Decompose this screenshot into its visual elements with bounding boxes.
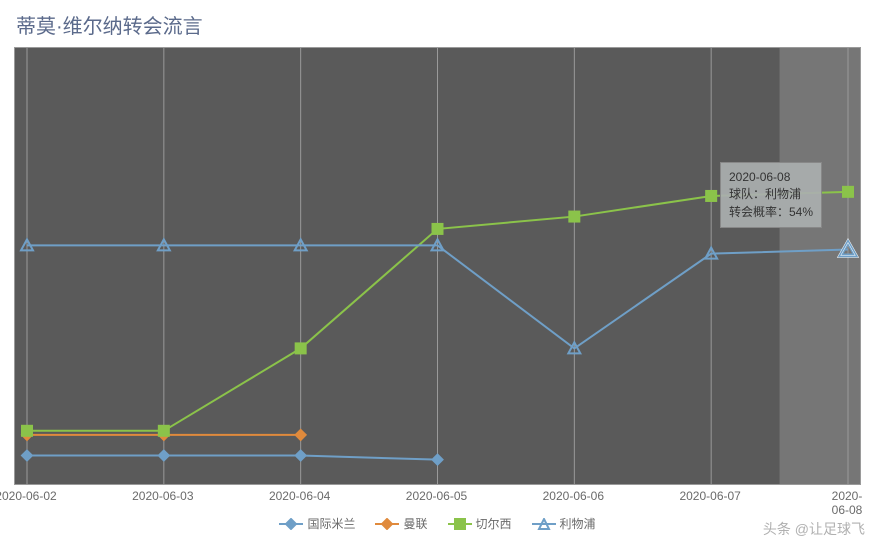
legend-item[interactable]: 利物浦 bbox=[532, 515, 596, 532]
x-axis-labels: 2020-06-022020-06-032020-06-042020-06-05… bbox=[14, 489, 861, 509]
watermark: 头条 @让足球飞 bbox=[763, 519, 865, 539]
chart-area: 2020-06-08球队：利物浦转会概率：54% bbox=[14, 47, 861, 485]
line-chart bbox=[15, 48, 860, 484]
x-axis-label: 2020-06-07 bbox=[679, 489, 740, 503]
legend-label: 利物浦 bbox=[560, 515, 596, 532]
legend[interactable]: 国际米兰 曼联 切尔西 利物浦 bbox=[0, 515, 875, 535]
chart-title: 蒂莫·维尔纳转会流言 bbox=[0, 0, 875, 47]
legend-item[interactable]: 曼联 bbox=[375, 515, 427, 532]
legend-item[interactable]: 切尔西 bbox=[448, 515, 512, 532]
legend-label: 切尔西 bbox=[476, 515, 512, 532]
x-axis-label: 2020-06-08 bbox=[832, 489, 863, 517]
legend-item[interactable]: 国际米兰 bbox=[279, 515, 355, 532]
x-axis-label: 2020-06-05 bbox=[406, 489, 467, 503]
x-axis-label: 2020-06-03 bbox=[132, 489, 193, 503]
x-axis-label: 2020-06-02 bbox=[0, 489, 57, 503]
legend-label: 国际米兰 bbox=[307, 515, 355, 532]
legend-label: 曼联 bbox=[403, 515, 427, 532]
x-axis-label: 2020-06-06 bbox=[543, 489, 604, 503]
x-axis-label: 2020-06-04 bbox=[269, 489, 330, 503]
